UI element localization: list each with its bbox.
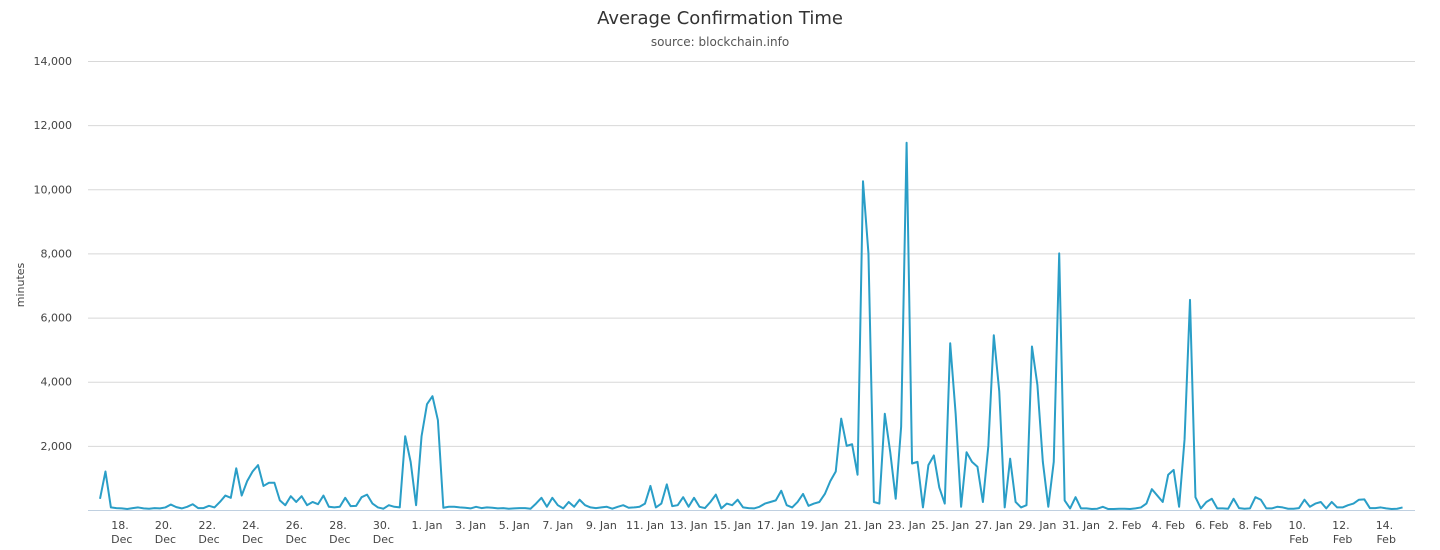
x-tick-label: 1. Jan: [412, 519, 443, 532]
x-tick-label: 14. Feb: [1376, 519, 1397, 546]
y-tick-label: 14,000: [34, 55, 73, 68]
y-tick-label: 10,000: [34, 183, 73, 196]
x-tick-label: 8. Feb: [1239, 519, 1272, 532]
x-tick-label: 28. Dec: [329, 519, 350, 546]
y-tick-label: 8,000: [41, 247, 73, 260]
x-tick-label: 6. Feb: [1195, 519, 1228, 532]
x-tick-label: 17. Jan: [757, 519, 795, 532]
x-tick-label: 3. Jan: [455, 519, 486, 532]
data-line: [99, 141, 1403, 511]
x-tick-label: 13. Jan: [670, 519, 708, 532]
x-tick-label: 12. Feb: [1332, 519, 1353, 546]
x-tick-label: 26. Dec: [286, 519, 307, 546]
x-tick-label: 23. Jan: [888, 519, 926, 532]
y-axis-title: minutes: [14, 262, 27, 307]
x-tick-label: 21. Jan: [844, 519, 882, 532]
x-tick-label: 31. Jan: [1062, 519, 1100, 532]
x-tick-label: 19. Jan: [800, 519, 838, 532]
x-tick-label: 29. Jan: [1018, 519, 1056, 532]
y-tick-label: 12,000: [34, 119, 73, 132]
x-tick-label: 25. Jan: [931, 519, 969, 532]
x-tick-label: 9. Jan: [586, 519, 617, 532]
x-tick-label: 30. Dec: [373, 519, 394, 546]
y-tick-label: 2,000: [41, 440, 73, 453]
y-tick-label: 6,000: [41, 312, 73, 325]
x-tick-label: 22. Dec: [198, 519, 219, 546]
x-tick-label: 5. Jan: [499, 519, 530, 532]
x-tick-label: 4. Feb: [1151, 519, 1184, 532]
y-tick-label: 4,000: [41, 376, 73, 389]
x-tick-label: 7. Jan: [542, 519, 573, 532]
x-tick-label: 2. Feb: [1108, 519, 1141, 532]
x-tick-label: 18. Dec: [111, 519, 132, 546]
x-tick-label: 27. Jan: [975, 519, 1013, 532]
x-tick-label: 10. Feb: [1289, 519, 1310, 546]
x-tick-label: 11. Jan: [626, 519, 664, 532]
x-tick-label: 15. Jan: [713, 519, 751, 532]
chart-title: Average Confirmation Time: [597, 8, 843, 29]
x-tick-label: 24. Dec: [242, 519, 263, 546]
x-tick-label: 20. Dec: [155, 519, 176, 546]
chart-subtitle: source: blockchain.info: [651, 35, 789, 49]
